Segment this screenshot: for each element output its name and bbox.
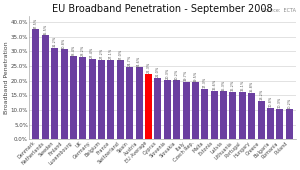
Bar	[164, 80, 171, 139]
Bar	[145, 74, 152, 139]
Text: Source:  ECTA: Source: ECTA	[262, 8, 296, 13]
Bar	[239, 92, 246, 139]
Bar	[258, 101, 265, 139]
Text: 24.7%: 24.7%	[128, 55, 132, 66]
Text: 10.8%: 10.8%	[268, 96, 272, 107]
Bar	[117, 60, 124, 139]
Text: 10.3%: 10.3%	[278, 97, 282, 108]
Text: 16.2%: 16.2%	[231, 80, 235, 91]
Text: 15.8%: 15.8%	[250, 81, 254, 92]
Bar	[173, 80, 180, 139]
Y-axis label: Broadband Penetration: Broadband Penetration	[4, 41, 9, 114]
Bar	[201, 89, 208, 139]
Text: 19.7%: 19.7%	[184, 70, 188, 81]
Text: 20.3%: 20.3%	[165, 68, 169, 79]
Bar	[248, 93, 255, 139]
Text: 37.5%: 37.5%	[34, 18, 38, 29]
Bar	[79, 57, 86, 139]
Text: 28.2%: 28.2%	[81, 45, 85, 56]
Bar	[136, 67, 142, 139]
Bar	[89, 59, 96, 139]
Text: 31.2%: 31.2%	[53, 36, 57, 47]
Bar	[286, 109, 293, 139]
Bar	[220, 91, 227, 139]
Text: 10.2%: 10.2%	[287, 98, 291, 109]
Text: 27.0%: 27.0%	[118, 48, 122, 60]
Text: 21.0%: 21.0%	[156, 66, 160, 77]
Text: 30.8%: 30.8%	[62, 37, 66, 48]
Text: 28.4%: 28.4%	[71, 44, 75, 56]
Bar	[192, 82, 199, 139]
Text: 16.3%: 16.3%	[222, 80, 226, 91]
Title: EU Broadband Penetration - September 2008: EU Broadband Penetration - September 200…	[52, 4, 273, 14]
Bar	[32, 29, 39, 139]
Bar	[230, 92, 236, 139]
Text: 22.3%: 22.3%	[146, 62, 151, 73]
Text: 24.6%: 24.6%	[137, 55, 141, 67]
Text: 27.4%: 27.4%	[90, 47, 94, 58]
Text: 16.1%: 16.1%	[240, 80, 244, 91]
Text: 17.3%: 17.3%	[203, 77, 207, 88]
Bar	[61, 49, 68, 139]
Bar	[267, 108, 274, 139]
Bar	[126, 67, 133, 139]
Bar	[70, 56, 77, 139]
Text: 27.1%: 27.1%	[109, 48, 113, 59]
Text: 19.5%: 19.5%	[194, 70, 197, 82]
Text: 20.2%: 20.2%	[175, 68, 179, 80]
Text: 27.2%: 27.2%	[100, 48, 104, 59]
Bar	[154, 78, 161, 139]
Bar	[182, 82, 190, 139]
Text: 35.5%: 35.5%	[43, 23, 47, 35]
Text: 16.6%: 16.6%	[212, 79, 216, 90]
Bar	[42, 35, 49, 139]
Bar	[51, 48, 58, 139]
Bar	[98, 60, 105, 139]
Bar	[107, 60, 115, 139]
Bar	[276, 109, 284, 139]
Bar	[211, 91, 218, 139]
Text: 13.2%: 13.2%	[259, 89, 263, 100]
